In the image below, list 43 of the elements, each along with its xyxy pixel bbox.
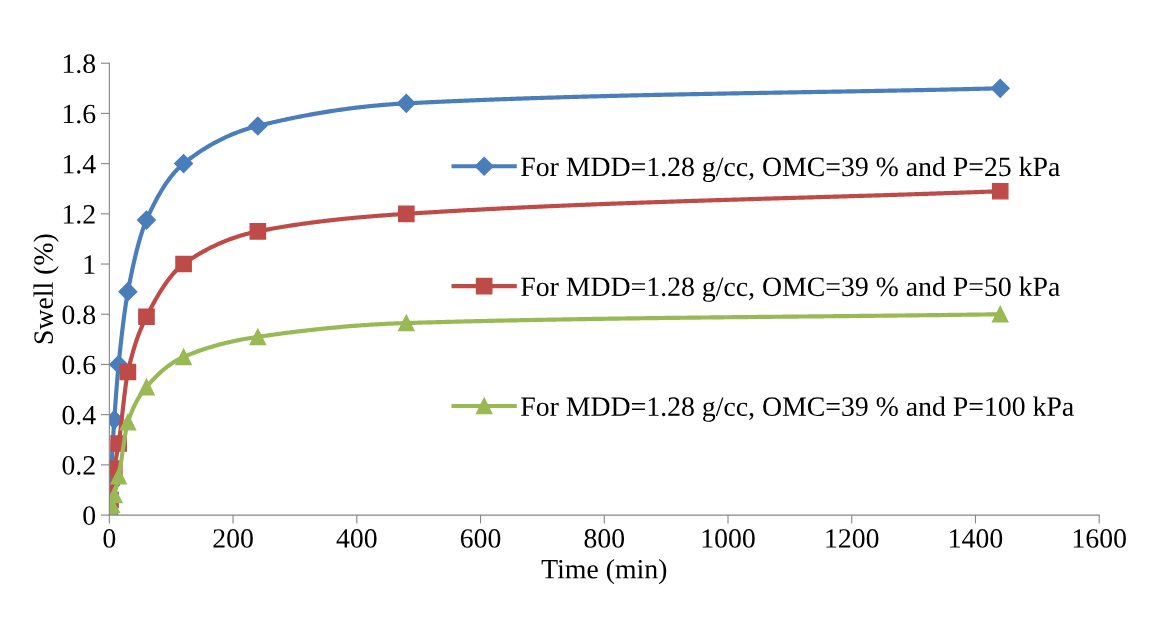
- y-tick-label: 1.8: [63, 54, 96, 74]
- y-tick-label: 0.6: [62, 355, 96, 375]
- legend-label: For MDD=1.28 g/cc, OMC=39 % and P=50 kPa: [521, 276, 1060, 302]
- point: [248, 116, 268, 136]
- point: [396, 93, 416, 113]
- point: [119, 413, 137, 431]
- x-axis-title: Time (min): [541, 559, 667, 585]
- y-tick-label: 0.4: [62, 405, 96, 425]
- point: [174, 154, 194, 174]
- legend-label: For MDD=1.28 g/cc, OMC=39 % and P=100 kPa: [521, 396, 1074, 422]
- x-tick-label: 400: [336, 529, 377, 548]
- point: [249, 223, 267, 240]
- point: [397, 205, 415, 223]
- y-tick-label: 1.4: [63, 154, 96, 174]
- x-tick-label: 600: [460, 529, 501, 548]
- point: [249, 328, 267, 346]
- point: [138, 378, 155, 396]
- y-axis-title: Swell (%): [33, 234, 59, 344]
- point: [990, 78, 1010, 98]
- x-tick-label: 1000: [702, 529, 755, 548]
- legend-label: For MDD=1.28 g/cc, OMC=39 % and P=25 kPa: [521, 156, 1060, 182]
- point: [138, 308, 155, 326]
- point: [991, 305, 1009, 323]
- y-tick-label: 0: [83, 506, 96, 525]
- point: [991, 182, 1009, 200]
- point: [110, 467, 127, 485]
- x-tick-label: 1200: [826, 529, 879, 548]
- x-tick-label: 0: [103, 529, 116, 548]
- point: [119, 363, 137, 381]
- y-tick-label: 1.2: [63, 205, 95, 224]
- point: [175, 255, 192, 273]
- point: [175, 348, 192, 366]
- y-tick-label: 1: [84, 255, 95, 274]
- point: [118, 282, 138, 302]
- x-tick-label: 800: [584, 529, 625, 548]
- x-tick-label: 1400: [950, 529, 1003, 548]
- y-tick-label: 0.2: [62, 456, 95, 475]
- y-tick-label: 1.6: [63, 104, 96, 124]
- x-tick-label: 1600: [1073, 529, 1126, 548]
- point: [136, 210, 156, 230]
- y-tick-label: 0.8: [62, 305, 96, 325]
- x-tick-label: 200: [213, 529, 253, 548]
- point: [397, 314, 415, 332]
